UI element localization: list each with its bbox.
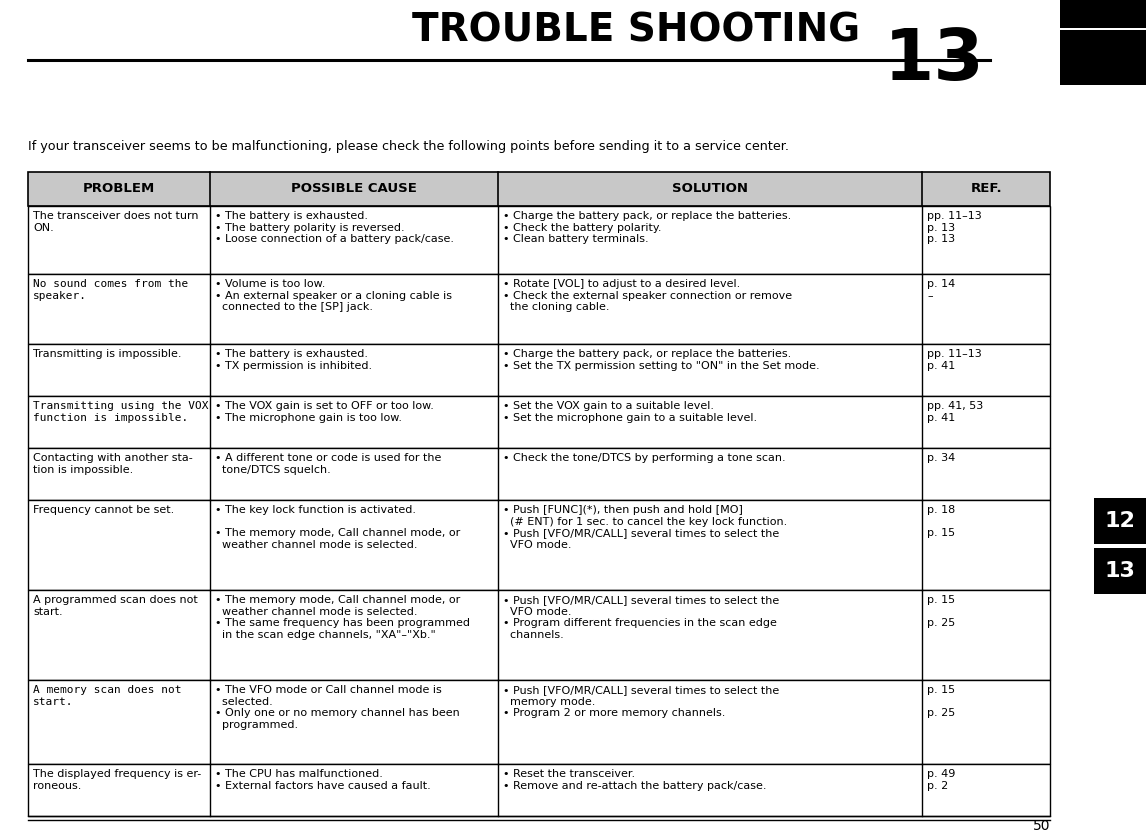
- Bar: [28, 344, 1050, 396]
- Text: • The VOX gain is set to OFF or too low.
• The microphone gain is too low.: • The VOX gain is set to OFF or too low.…: [215, 401, 434, 422]
- Text: • Push [VFO/MR/CALL] several times to select the
  VFO mode.
• Program different: • Push [VFO/MR/CALL] several times to se…: [503, 595, 779, 639]
- Text: pp. 11–13
p. 41: pp. 11–13 p. 41: [927, 349, 982, 370]
- Bar: [28, 396, 1050, 448]
- Text: If your transceiver seems to be malfunctioning, please check the following point: If your transceiver seems to be malfunct…: [28, 140, 788, 153]
- Bar: [28, 764, 1050, 816]
- Text: 12: 12: [1105, 511, 1136, 531]
- Bar: [28, 172, 1050, 206]
- Bar: [1060, 30, 1146, 85]
- Text: • Set the VOX gain to a suitable level.
• Set the microphone gain to a suitable : • Set the VOX gain to a suitable level. …: [503, 401, 758, 422]
- Text: p. 18

p. 15: p. 18 p. 15: [927, 505, 956, 538]
- Text: 13: 13: [1105, 561, 1136, 581]
- Text: • A different tone or code is used for the
  tone/DTCS squelch.: • A different tone or code is used for t…: [215, 453, 441, 474]
- Bar: [28, 274, 1050, 344]
- Text: SOLUTION: SOLUTION: [673, 183, 748, 195]
- Text: p. 15

p. 25: p. 15 p. 25: [927, 685, 956, 718]
- Text: TROUBLE SHOOTING: TROUBLE SHOOTING: [411, 12, 860, 50]
- Text: The displayed frequency is er-
roneous.: The displayed frequency is er- roneous.: [33, 769, 202, 790]
- Text: Contacting with another sta-
tion is impossible.: Contacting with another sta- tion is imp…: [33, 453, 193, 474]
- Text: • The CPU has malfunctioned.
• External factors have caused a fault.: • The CPU has malfunctioned. • External …: [215, 769, 431, 790]
- Bar: [28, 590, 1050, 680]
- Text: No sound comes from the
speaker.: No sound comes from the speaker.: [33, 279, 188, 301]
- Text: pp. 11–13
p. 13
p. 13: pp. 11–13 p. 13 p. 13: [927, 211, 982, 244]
- Text: • Rotate [VOL] to adjust to a desired level.
• Check the external speaker connec: • Rotate [VOL] to adjust to a desired le…: [503, 279, 792, 313]
- Text: A programmed scan does not
start.: A programmed scan does not start.: [33, 595, 198, 617]
- Bar: [28, 500, 1050, 590]
- Text: 13: 13: [885, 26, 986, 95]
- Text: p. 34: p. 34: [927, 453, 956, 463]
- Text: REF.: REF.: [971, 183, 1002, 195]
- Bar: [28, 206, 1050, 274]
- Text: p. 14
–: p. 14 –: [927, 279, 956, 301]
- Text: p. 15

p. 25: p. 15 p. 25: [927, 595, 956, 628]
- Text: A memory scan does not
start.: A memory scan does not start.: [33, 685, 181, 706]
- Text: • Reset the transceiver.
• Remove and re-attach the battery pack/case.: • Reset the transceiver. • Remove and re…: [503, 769, 767, 790]
- Text: • Push [VFO/MR/CALL] several times to select the
  memory mode.
• Program 2 or m: • Push [VFO/MR/CALL] several times to se…: [503, 685, 779, 718]
- Text: • The memory mode, Call channel mode, or
  weather channel mode is selected.
• T: • The memory mode, Call channel mode, or…: [215, 595, 470, 639]
- Text: • The battery is exhausted.
• The battery polarity is reversed.
• Loose connecti: • The battery is exhausted. • The batter…: [215, 211, 454, 244]
- Text: Transmitting is impossible.: Transmitting is impossible.: [33, 349, 181, 359]
- Text: PROBLEM: PROBLEM: [83, 183, 155, 195]
- Text: The transceiver does not turn
ON.: The transceiver does not turn ON.: [33, 211, 198, 233]
- Text: • Volume is too low.
• An external speaker or a cloning cable is
  connected to : • Volume is too low. • An external speak…: [215, 279, 452, 313]
- Bar: [1060, 0, 1146, 28]
- Text: • Check the tone/DTCS by performing a tone scan.: • Check the tone/DTCS by performing a to…: [503, 453, 786, 463]
- Text: Frequency cannot be set.: Frequency cannot be set.: [33, 505, 174, 515]
- Bar: [28, 448, 1050, 500]
- Text: Transmitting using the VOX
function is impossible.: Transmitting using the VOX function is i…: [33, 401, 209, 422]
- Text: 50: 50: [1033, 819, 1050, 833]
- Text: • The battery is exhausted.
• TX permission is inhibited.: • The battery is exhausted. • TX permiss…: [215, 349, 372, 370]
- Text: • Charge the battery pack, or replace the batteries.
• Set the TX permission set: • Charge the battery pack, or replace th…: [503, 349, 819, 370]
- Text: • Charge the battery pack, or replace the batteries.
• Check the battery polarit: • Charge the battery pack, or replace th…: [503, 211, 792, 244]
- Text: pp. 41, 53
p. 41: pp. 41, 53 p. 41: [927, 401, 983, 422]
- Text: POSSIBLE CAUSE: POSSIBLE CAUSE: [291, 183, 417, 195]
- Bar: [28, 680, 1050, 764]
- Text: • Push [FUNC](*), then push and hold [MO]
  (# ENT) for 1 sec. to cancel the key: • Push [FUNC](*), then push and hold [MO…: [503, 505, 787, 550]
- Bar: [1094, 548, 1146, 594]
- Text: • The VFO mode or Call channel mode is
  selected.
• Only one or no memory chann: • The VFO mode or Call channel mode is s…: [215, 685, 460, 730]
- Text: p. 49
p. 2: p. 49 p. 2: [927, 769, 956, 790]
- Bar: [1094, 498, 1146, 544]
- Text: • The key lock function is activated.

• The memory mode, Call channel mode, or
: • The key lock function is activated. • …: [215, 505, 461, 550]
